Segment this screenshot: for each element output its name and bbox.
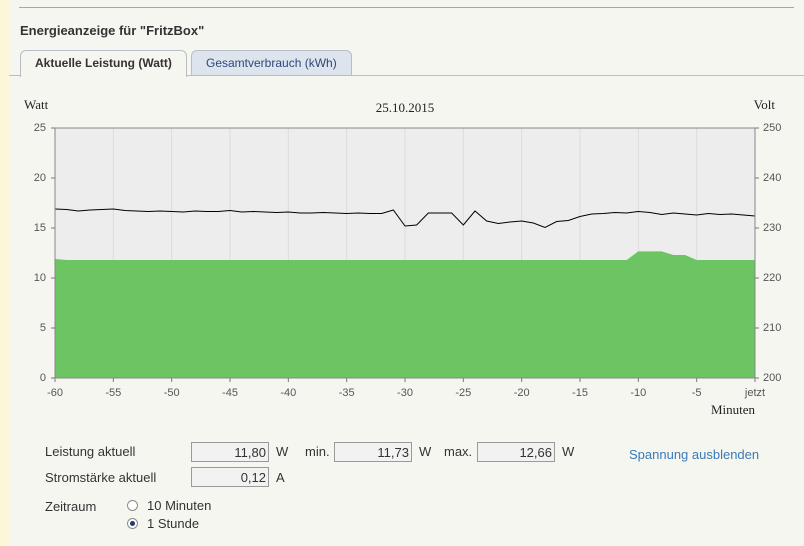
- x-tick-label: -40: [280, 387, 296, 399]
- y2-tick-label: 250: [763, 122, 781, 134]
- toggle-link[interactable]: Spannung ausblenden: [629, 447, 760, 462]
- y2-tick-label: 230: [763, 222, 781, 234]
- unit: W: [419, 444, 432, 459]
- y2-axis-label: Volt: [754, 97, 776, 112]
- x-tick-label: -25: [455, 387, 471, 399]
- x-tick-label: -45: [222, 387, 238, 399]
- radio-button[interactable]: [127, 500, 138, 511]
- x-tick-label: -10: [630, 387, 646, 399]
- label: Leistung aktuell: [45, 444, 136, 459]
- x-tick-label: jetzt: [744, 387, 765, 399]
- x-tick-label: -35: [339, 387, 355, 399]
- value-box: 11,73: [334, 442, 412, 462]
- y-tick-label: 20: [34, 172, 46, 184]
- unit: A: [276, 470, 285, 485]
- tab[interactable]: Aktuelle Leistung (Watt): [20, 50, 187, 77]
- y-tick-label: 5: [40, 322, 46, 334]
- heading: Energieanzeige für "FritzBox": [20, 23, 205, 38]
- unit: W: [276, 444, 289, 459]
- y-tick-label: 0: [40, 372, 46, 384]
- divider: [19, 7, 794, 8]
- label: max.: [444, 444, 473, 459]
- radio-button[interactable]: [127, 518, 138, 529]
- unit: W: [562, 444, 575, 459]
- y-axis-label: Watt: [24, 97, 49, 112]
- label: Zeitraum: [45, 499, 97, 514]
- x-tick-label: -30: [397, 387, 413, 399]
- tab[interactable]: Gesamtverbrauch (kWh): [191, 50, 352, 75]
- label: Stromstärke aktuell: [45, 470, 157, 485]
- x-tick-label: -5: [692, 387, 702, 399]
- radio-label[interactable]: 1 Stunde: [147, 516, 200, 531]
- x-tick-label: -50: [164, 387, 180, 399]
- divider: [9, 75, 804, 76]
- line: [54, 208, 756, 229]
- value-box: 12,66: [477, 442, 555, 462]
- chart-title: 25.10.2015: [376, 100, 435, 115]
- x-tick-label: -20: [514, 387, 530, 399]
- y2-tick-label: 220: [763, 272, 781, 284]
- area: [55, 251, 755, 378]
- y2-tick-label: 210: [763, 322, 781, 334]
- radio-label[interactable]: 10 Minuten: [147, 498, 212, 513]
- x-tick-label: -55: [105, 387, 121, 399]
- x-axis-label: Minuten: [711, 402, 756, 417]
- y-tick-label: 15: [34, 222, 46, 234]
- y-tick-label: 10: [34, 272, 46, 284]
- x-tick-label: -15: [572, 387, 588, 399]
- plot-border: [54, 127, 756, 379]
- y2-tick-label: 240: [763, 172, 781, 184]
- x-tick-label: -60: [47, 387, 63, 399]
- value-box: 11,80: [191, 442, 269, 462]
- y2-tick-label: 200: [763, 372, 781, 384]
- y-tick-label: 25: [34, 122, 46, 134]
- value-box: 0,12: [191, 467, 269, 487]
- label: min.: [305, 444, 330, 459]
